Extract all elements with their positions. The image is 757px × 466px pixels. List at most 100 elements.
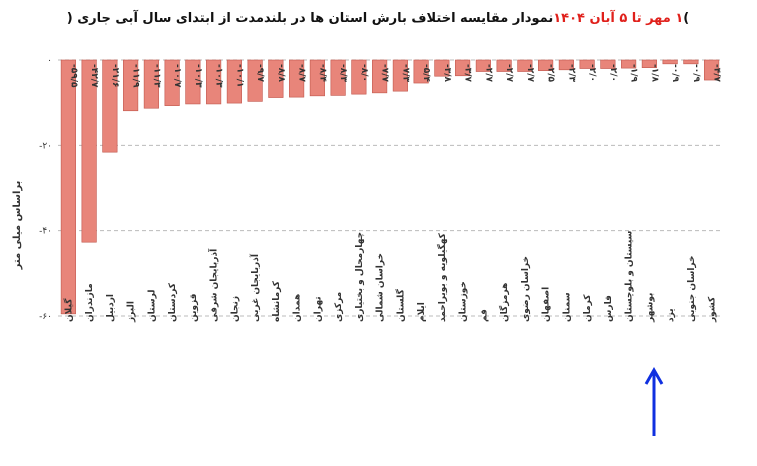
value-label: -۸/۰ [359, 64, 369, 82]
bar [330, 59, 346, 96]
title-main: نمودار مقایسه اختلاف بارش استان ها در بل… [67, 9, 553, 26]
bar [123, 59, 139, 112]
x-tick-label: کردستان [168, 282, 178, 322]
value-label: -۰/۹ [670, 64, 680, 83]
value-label: -۸/۸ [276, 64, 286, 83]
x-tick-label: هرمزگان [498, 283, 510, 322]
x-tick-label: کشور [708, 296, 718, 323]
x-tick-label: اصفهان [542, 287, 552, 322]
value-label: -۵/۴ [421, 64, 431, 83]
value-label: -۱/۸ [649, 64, 659, 83]
x-tick-label: مازندران [85, 283, 95, 322]
bar [475, 59, 491, 72]
x-tick-label: خراسان رضوی [521, 256, 531, 322]
value-label: -۳/۷ [463, 64, 473, 83]
bar [558, 59, 574, 71]
bar [641, 59, 657, 68]
y-tick-label: -۴۰ [39, 227, 52, 237]
x-tick-label: سمنان [562, 292, 572, 322]
value-label: -۱۱/۳ [151, 64, 161, 88]
value-label: -۲/۵ [546, 64, 556, 83]
value-label: -۲/۷ [504, 64, 514, 83]
x-tick-label: همدان [293, 294, 303, 322]
x-tick-label: بوشهر [645, 293, 655, 323]
x-tick-label: آذربایجان شرقی [208, 248, 220, 322]
x-tick-label: لرستان [147, 289, 157, 322]
bar [600, 59, 616, 69]
x-tick-label: زنجان [230, 296, 240, 322]
chart-title: )۱ مهر تا ۵ آبان ۱۴۰۴نمودار مقایسه اختلا… [67, 9, 689, 26]
value-label: -۲/۰ [587, 64, 597, 82]
value-label: -۱۱/۹ [131, 64, 141, 88]
value-label: -۱۰/۱ [234, 64, 244, 88]
bar [621, 59, 637, 69]
bar [413, 59, 429, 84]
value-label: -۲۱/۶ [110, 64, 120, 88]
x-tick-label: کرمانشاه [272, 280, 282, 322]
title-highlight: ۱ مهر تا ۵ آبان ۱۴۰۴ [553, 9, 683, 26]
value-label: -۴۲/۷ [89, 64, 99, 88]
x-tick-label: سیستان و بلوچستان [625, 230, 635, 322]
bar [60, 59, 76, 315]
bar [517, 59, 533, 72]
bar [496, 59, 512, 72]
bar [662, 59, 678, 65]
x-tick-label: خراسان شمالی [376, 253, 386, 322]
bar [351, 59, 367, 95]
value-label: -۷/۳ [400, 64, 410, 83]
bar [434, 59, 450, 77]
value-label: -۹/۷ [255, 64, 265, 83]
x-tick-label: تهران [313, 296, 323, 322]
value-label: -۲/۷ [525, 64, 535, 83]
y-tick-label: -۲۰ [39, 141, 52, 151]
bar [455, 59, 471, 77]
bar [185, 59, 201, 105]
bar [392, 59, 408, 92]
value-label: -۱۰/۳ [193, 64, 203, 88]
y-tick-label: ۰ [47, 56, 52, 66]
bar [683, 59, 699, 65]
bar [206, 59, 222, 105]
value-label: -۳/۸ [442, 64, 452, 83]
x-tick-label: گیلان [62, 298, 74, 322]
bar [268, 59, 284, 98]
x-tick-label: خراسان جنوبی [687, 255, 697, 322]
value-label: -۷/۷ [380, 64, 390, 83]
x-tick-label: کهگیلویه و بویراحمد [436, 232, 448, 322]
value-label: -۲/۷ [483, 64, 493, 83]
x-tick-label: قزوین [189, 293, 199, 322]
bar [102, 59, 118, 153]
value-label: -۸/۷ [297, 64, 307, 83]
x-tick-label: البرز [127, 301, 137, 323]
value-label: -۲/۳ [566, 64, 576, 83]
title-end: ) [683, 11, 689, 26]
bar [289, 59, 305, 98]
bar [372, 59, 388, 94]
x-tick-label: یزد [666, 308, 676, 322]
value-label: -۸/۴ [317, 64, 327, 83]
x-tick-label: کرمان [583, 294, 593, 322]
x-tick-label: مرکزی [334, 292, 344, 322]
x-tick-label: قم [479, 309, 489, 322]
bar [226, 59, 242, 104]
x-tick-label: فارس [604, 295, 614, 322]
x-tick-label: خوزستان [459, 281, 469, 322]
bar [704, 59, 720, 81]
bar [247, 59, 263, 102]
bar [579, 59, 595, 69]
value-label: -۸/۳ [338, 64, 348, 83]
x-tick-label: آذربایجان غربی [249, 253, 261, 322]
bar [143, 59, 159, 109]
bar [309, 59, 325, 97]
x-tick-label: گلستان [394, 288, 406, 322]
value-label: -۱۰/۷ [172, 64, 182, 88]
value-label: -۲/۰ [608, 64, 618, 82]
x-tick-label: ایلام [417, 302, 427, 322]
arrow [644, 366, 664, 436]
y-tick-label: -۶۰ [39, 312, 52, 322]
value-label: -۱۰/۳ [214, 64, 224, 88]
x-tick-label: اردبیل [106, 294, 116, 322]
bar [538, 59, 554, 71]
